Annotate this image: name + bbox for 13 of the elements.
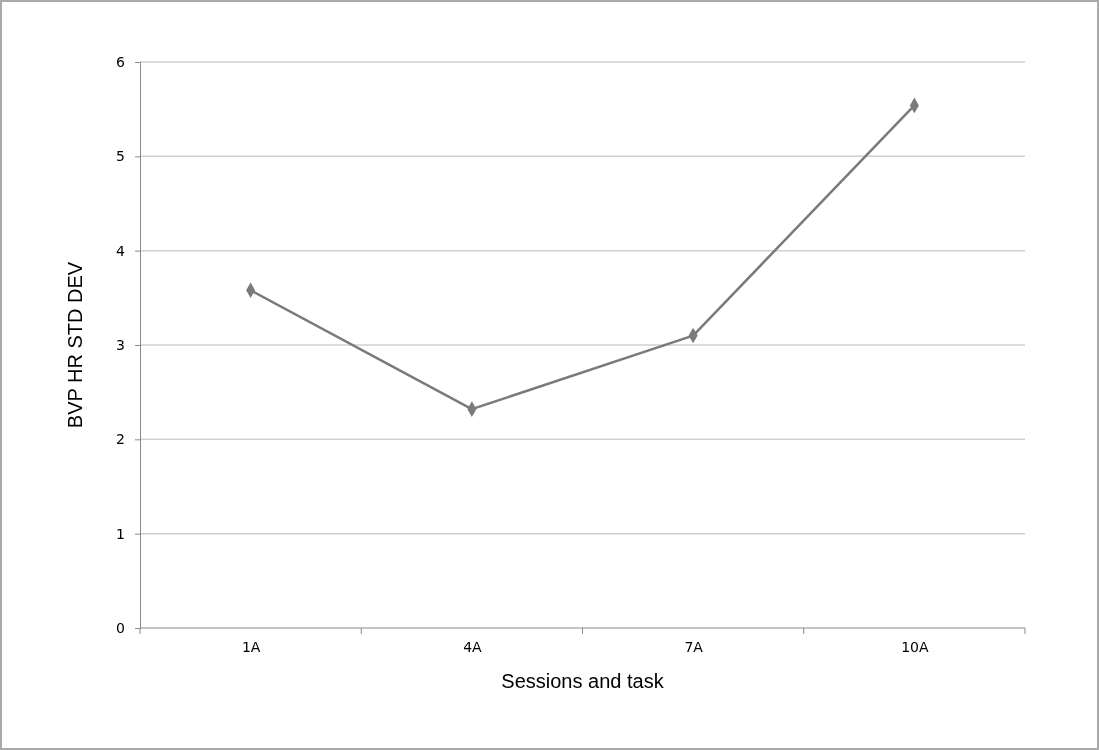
y-axis-title: BVP HR STD DEV — [64, 261, 86, 429]
y-tick-label: 0 — [116, 619, 125, 636]
x-axis-title: Sessions and task — [501, 670, 665, 692]
y-tick-label: 1 — [116, 525, 125, 542]
x-tick-label: 10A — [901, 638, 929, 655]
x-tick-label: 4A — [463, 638, 483, 655]
y-tick-label: 6 — [116, 53, 126, 70]
x-tick-label: 1A — [241, 638, 261, 655]
y-tick-label: 4 — [116, 242, 126, 259]
y-tick-label: 2 — [116, 431, 125, 448]
x-tick-label: 7A — [684, 638, 704, 655]
y-tick-label: 5 — [116, 148, 125, 165]
y-tick-label: 3 — [116, 336, 125, 353]
